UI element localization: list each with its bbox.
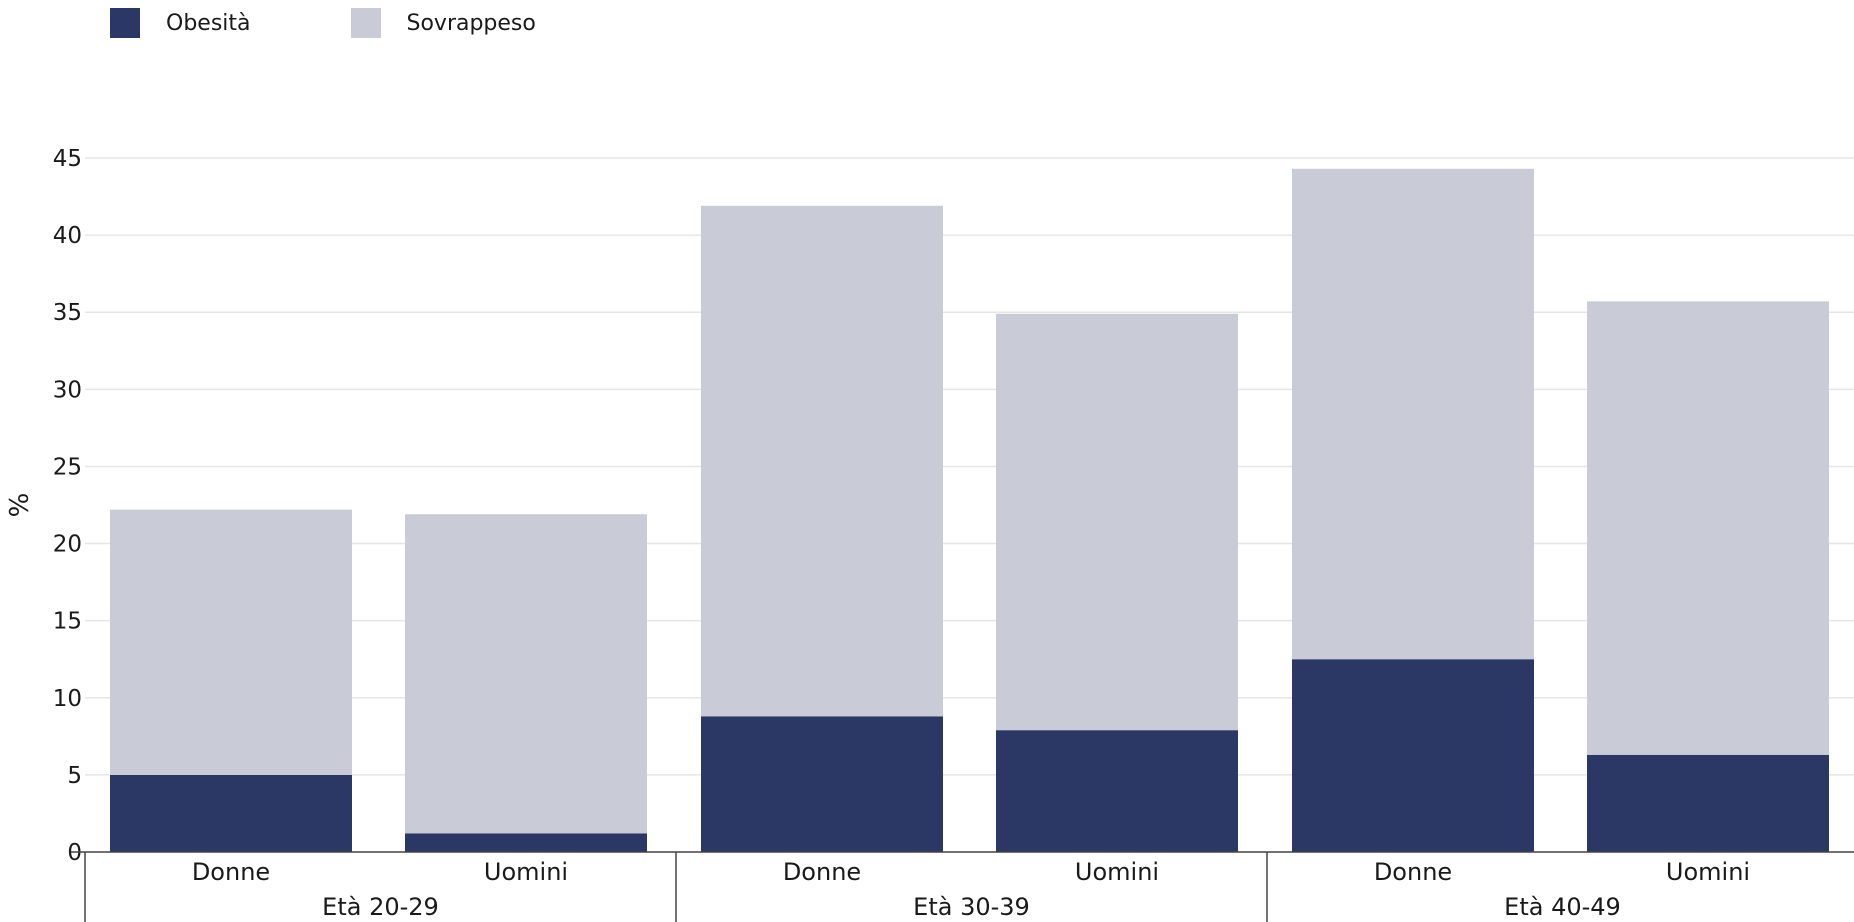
bar-obesita (996, 730, 1238, 852)
x-category-label: Uomini (1075, 858, 1159, 886)
y-tick-label: 45 (53, 146, 82, 172)
x-group-label: Età 30-39 (913, 893, 1030, 921)
bar-sovrappeso (110, 509, 352, 775)
bar-obesita (110, 774, 352, 852)
y-tick-label: 40 (53, 223, 82, 249)
y-tick-label: 30 (53, 377, 82, 403)
legend: Obesità Sovrappeso (110, 8, 636, 38)
legend-label-obesita: Obesità (166, 10, 251, 36)
x-group-label: Età 20-29 (322, 893, 439, 921)
y-tick-label: 35 (53, 300, 82, 326)
x-category-label: Donne (783, 858, 861, 886)
bar-sovrappeso (405, 514, 647, 834)
y-tick-label: 15 (53, 609, 82, 635)
legend-swatch-sovrappeso (350, 8, 381, 38)
x-category-label: Donne (1374, 858, 1452, 886)
bar-sovrappeso (1292, 168, 1534, 660)
legend-item-obesita[interactable]: Obesità (110, 8, 251, 38)
bar-sovrappeso (1587, 301, 1829, 755)
legend-item-sovrappeso[interactable]: Sovrappeso (350, 8, 536, 38)
x-group-label: Età 40-49 (1504, 893, 1621, 921)
bar-sovrappeso (701, 205, 943, 717)
x-category-label: Donne (192, 858, 270, 886)
y-tick-label: 10 (53, 686, 82, 712)
x-category-label: Uomini (484, 858, 568, 886)
y-tick-label: 20 (53, 532, 82, 558)
y-tick-label: 25 (53, 454, 82, 480)
y-tick-label: 0 (67, 840, 82, 866)
bar-obesita (1587, 754, 1829, 852)
y-tick-label: 5 (67, 763, 82, 789)
bar-obesita (1292, 659, 1534, 852)
legend-swatch-obesita (110, 8, 140, 38)
legend-label-sovrappeso: Sovrappeso (406, 10, 536, 36)
bar-sovrappeso (996, 313, 1238, 731)
y-axis-title: % (5, 493, 35, 518)
x-category-label: Uomini (1666, 858, 1750, 886)
bar-obesita (701, 716, 943, 852)
bar-obesita (405, 833, 647, 852)
